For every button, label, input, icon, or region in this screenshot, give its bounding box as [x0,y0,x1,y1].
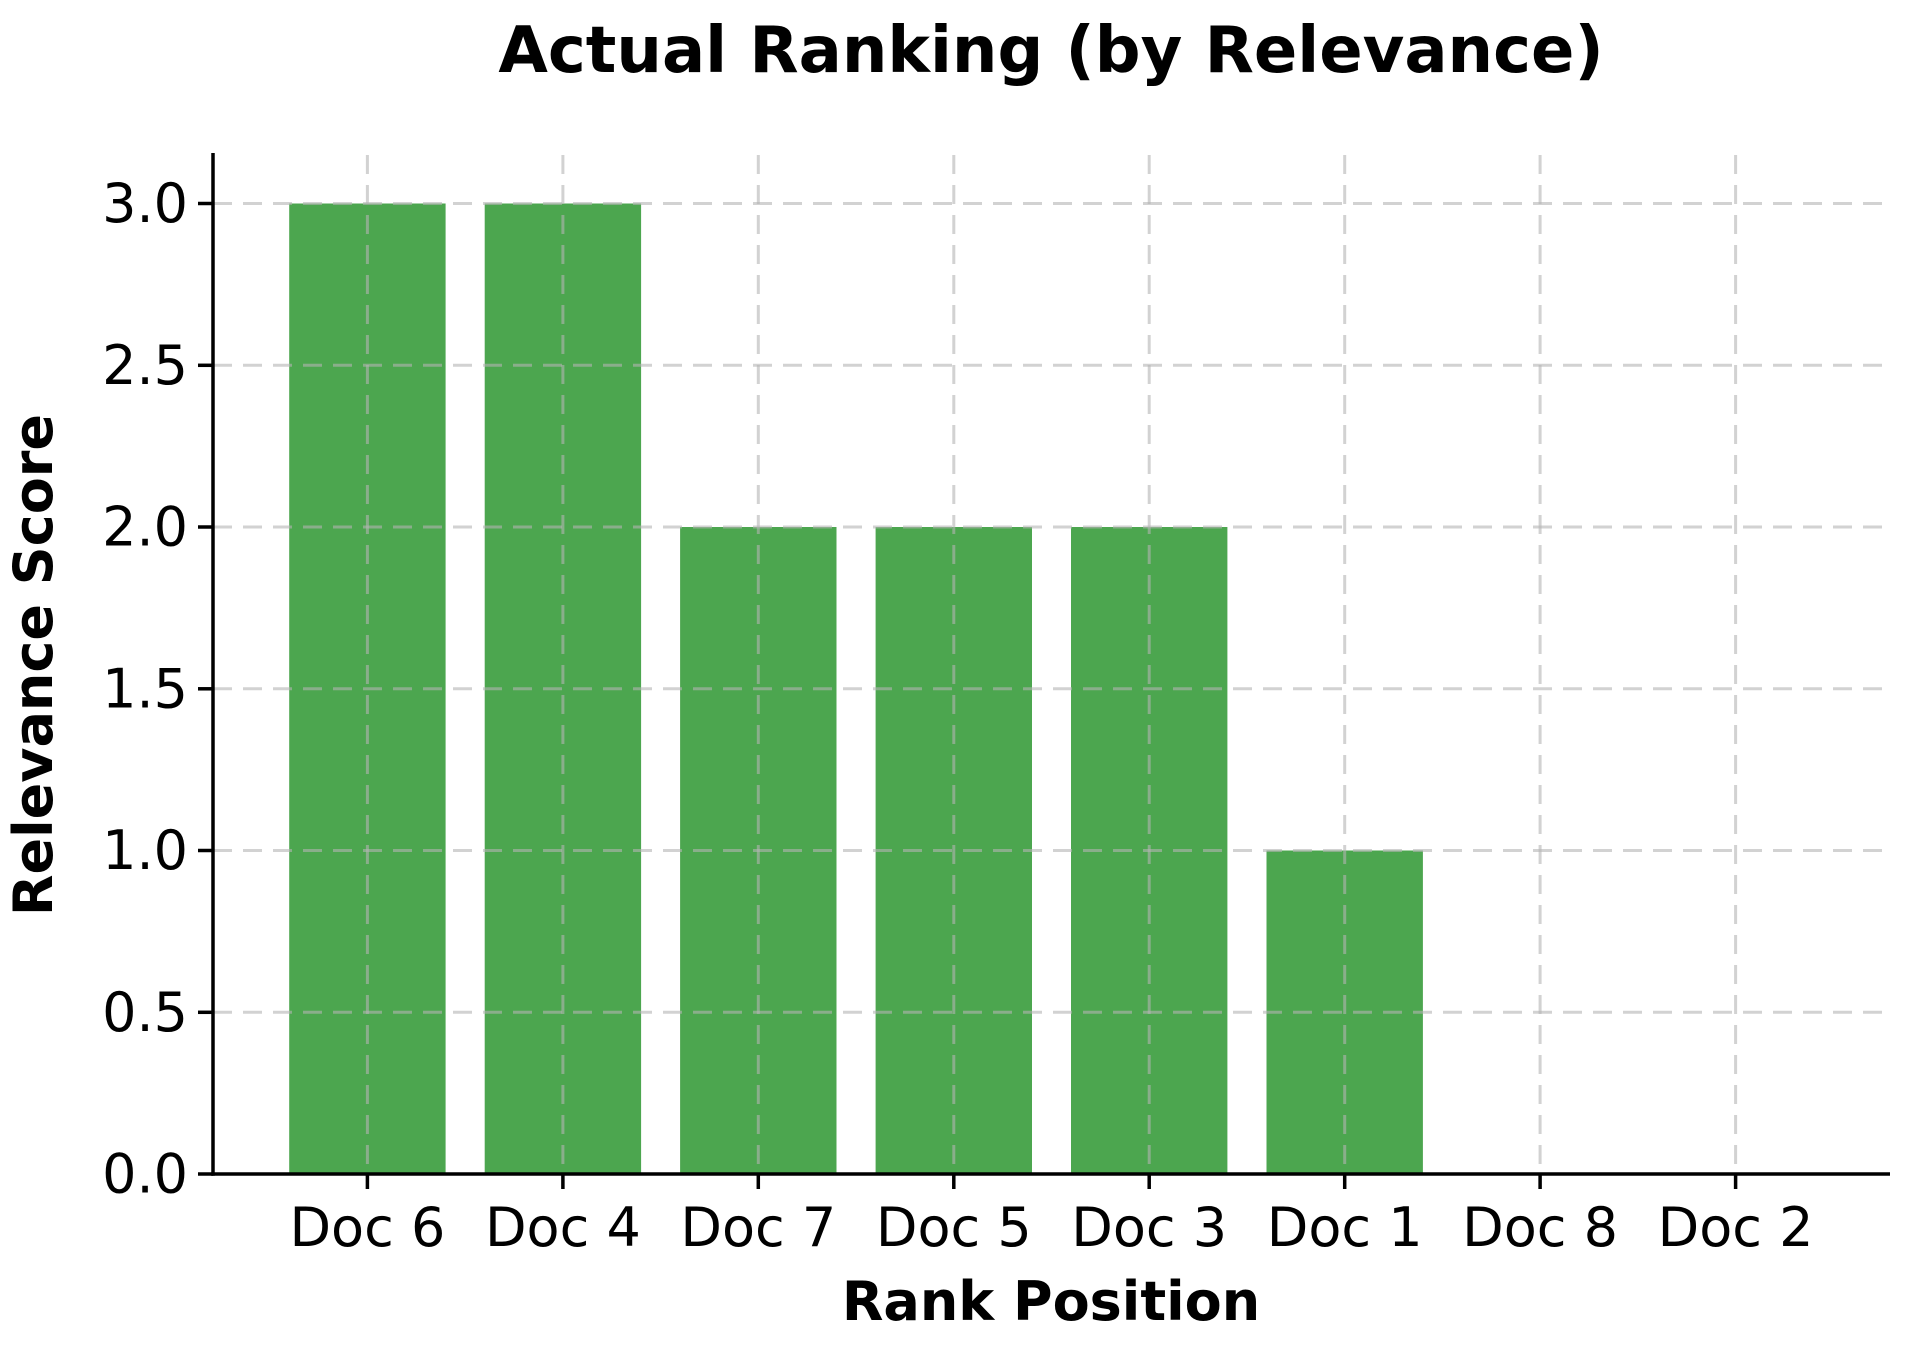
xtick-label-doc-4: Doc 4 [485,1196,641,1259]
xtick-label-doc-8: Doc 8 [1462,1196,1618,1259]
ytick-label-2-0: 2.0 [102,496,188,559]
chart-title: Actual Ranking (by Relevance) [498,14,1603,88]
y-axis-label: Relevance Score [2,414,65,916]
ytick-label-1-0: 1.0 [102,819,188,882]
ytick-label-0-0: 0.0 [102,1143,188,1206]
ytick-label-3-0: 3.0 [102,172,188,235]
ytick-label-0-5: 0.5 [102,981,188,1044]
xtick-label-doc-5: Doc 5 [876,1196,1032,1259]
x-axis-label: Rank Position [842,1270,1260,1333]
xtick-label-doc-2: Doc 2 [1658,1196,1814,1259]
ytick-label-1-5: 1.5 [102,657,188,720]
ytick-label-2-5: 2.5 [102,334,188,397]
xtick-label-doc-3: Doc 3 [1071,1196,1227,1259]
axis-spines-group [211,153,1890,1176]
xtick-label-doc-6: Doc 6 [289,1196,445,1259]
xtick-label-doc-1: Doc 1 [1267,1196,1423,1259]
grid-group [213,155,1890,1174]
tick-labels-group: 0.0 0.5 1.0 1.5 2.0 2.5 3.0 Doc 6 Doc 4 Doc 7 Doc … [102,172,1813,1259]
xtick-label-doc-7: Doc 7 [680,1196,836,1259]
axis-ticks-group [198,201,1738,1189]
